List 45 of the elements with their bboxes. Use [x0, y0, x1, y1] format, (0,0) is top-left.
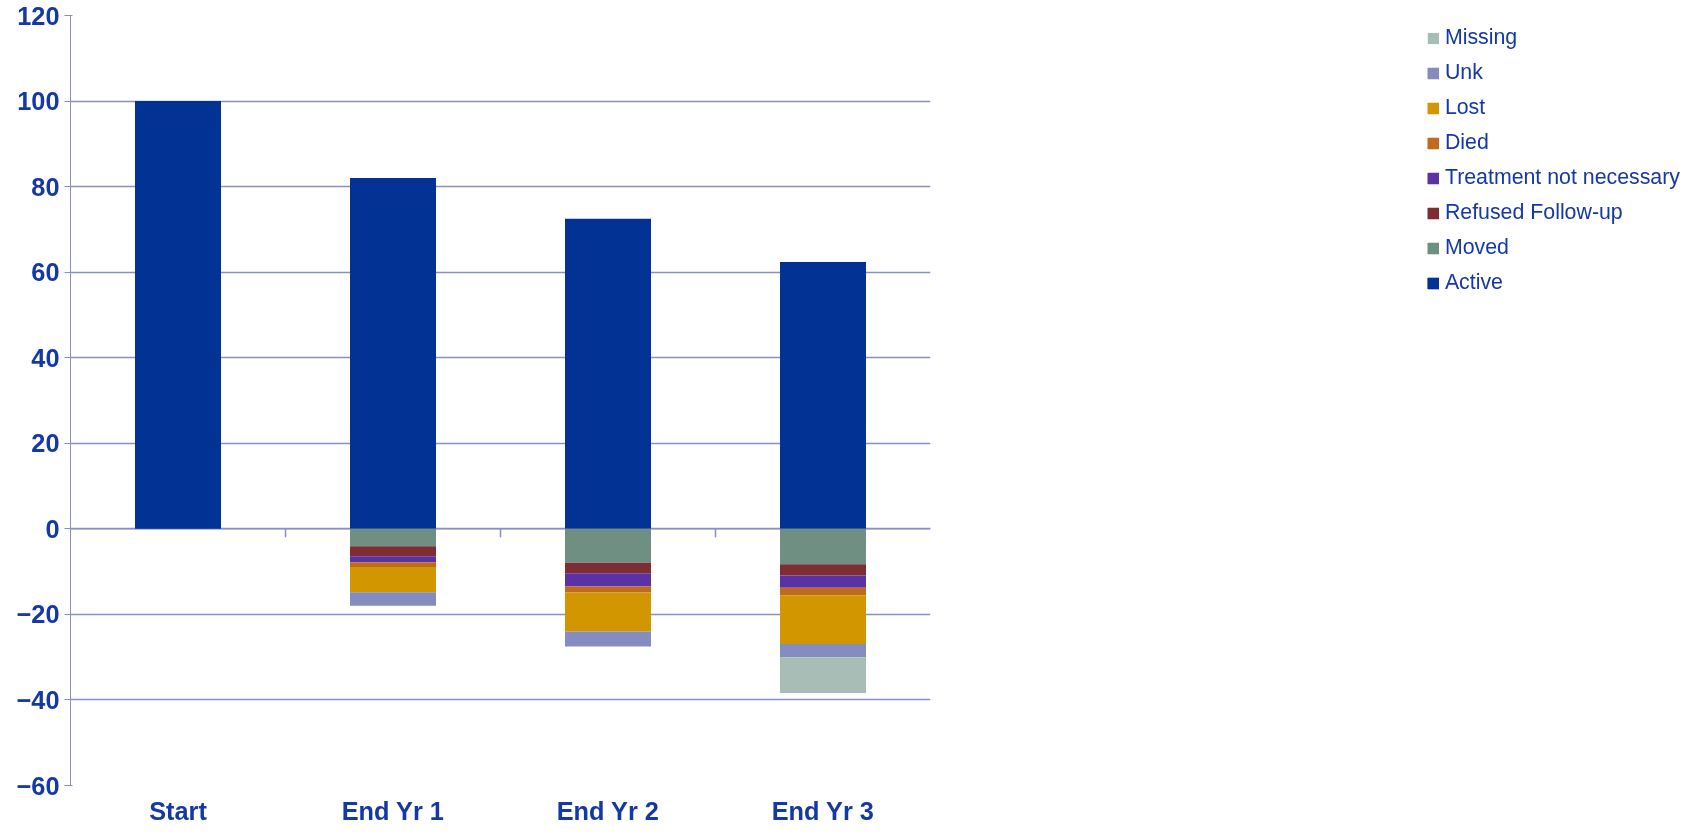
y-tick-label: −40: [16, 685, 60, 714]
bar: [350, 592, 436, 606]
bar: [780, 261, 866, 529]
legend-label: Lost: [1444, 95, 1486, 120]
bar: [350, 566, 436, 593]
y-tick-label: −60: [16, 771, 60, 800]
legend-label: Died: [1444, 130, 1489, 155]
y-tick-label: 80: [31, 172, 60, 201]
bar: [135, 101, 221, 529]
bar: [350, 546, 436, 557]
bar: [565, 631, 651, 647]
bar: [780, 575, 866, 588]
bar: [565, 528, 651, 563]
bar: [350, 562, 436, 567]
bar: [350, 178, 436, 529]
y-tick-label: 20: [31, 429, 60, 458]
bar: [780, 657, 866, 694]
x-tick-label: End Yr 2: [556, 796, 659, 825]
x-tick-label: Start: [149, 796, 208, 825]
bar: [350, 528, 436, 547]
x-tick-label: End Yr 3: [771, 796, 874, 825]
bar: [780, 564, 866, 576]
legend-label: Unk: [1444, 60, 1483, 85]
y-tick-label: 40: [31, 343, 60, 372]
bar: [565, 562, 651, 574]
bar: [780, 587, 866, 596]
y-tick-label: 60: [31, 258, 60, 287]
x-tick-label: End Yr 1: [341, 796, 444, 825]
bar: [565, 592, 651, 632]
bar: [565, 218, 651, 529]
legend-label: Moved: [1444, 235, 1509, 260]
y-tick-label: −20: [16, 600, 60, 629]
bar: [780, 595, 866, 644]
bar: [350, 556, 436, 563]
legend-label: Missing: [1444, 25, 1518, 50]
y-tick-label: 120: [17, 1, 60, 30]
bar: [780, 528, 866, 565]
legend-label: Refused Follow-up: [1444, 200, 1623, 225]
y-tick-label: 0: [45, 514, 60, 543]
bar: [780, 643, 866, 658]
legend-label: Treatment not necessary: [1444, 165, 1680, 190]
legend-label: Active: [1444, 270, 1503, 295]
y-tick-label: 100: [17, 87, 60, 116]
bar: [565, 586, 651, 593]
bar: [565, 573, 651, 587]
